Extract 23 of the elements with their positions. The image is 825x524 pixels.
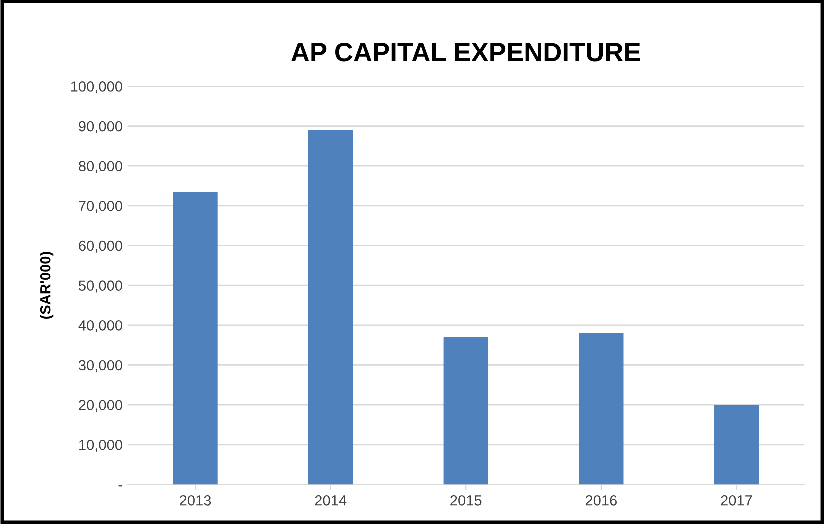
y-tick-label: 90,000 [79,121,122,134]
y-tick-label: 40,000 [78,320,122,333]
y-tick-label: 20,000 [79,400,122,412]
y-axis-title: (SAR'000) [40,252,54,320]
x-tick-label: 2016 [586,496,618,506]
x-tick-label: 2017 [721,496,752,506]
bar [173,192,218,485]
chart-title: AP CAPITAL EXPENDITURE [292,43,640,62]
x-tick-label: 2013 [180,496,212,506]
bar [444,337,488,485]
y-tick-label: - [118,486,122,487]
y-tick-label: 70,000 [79,201,122,214]
bar [308,130,354,485]
y-tick-label: 30,000 [78,360,122,372]
y-tick-label: 50,000 [78,280,122,293]
y-tick-label: 10,000 [80,440,122,452]
y-tick-label: 60,000 [79,240,122,253]
y-tick-label: 80,000 [79,161,122,174]
bar [714,405,760,485]
y-tick-label: 100,000 [71,82,122,94]
bar [579,333,624,485]
x-tick-label: 2015 [450,496,482,506]
x-tick-label: 2014 [315,496,347,506]
